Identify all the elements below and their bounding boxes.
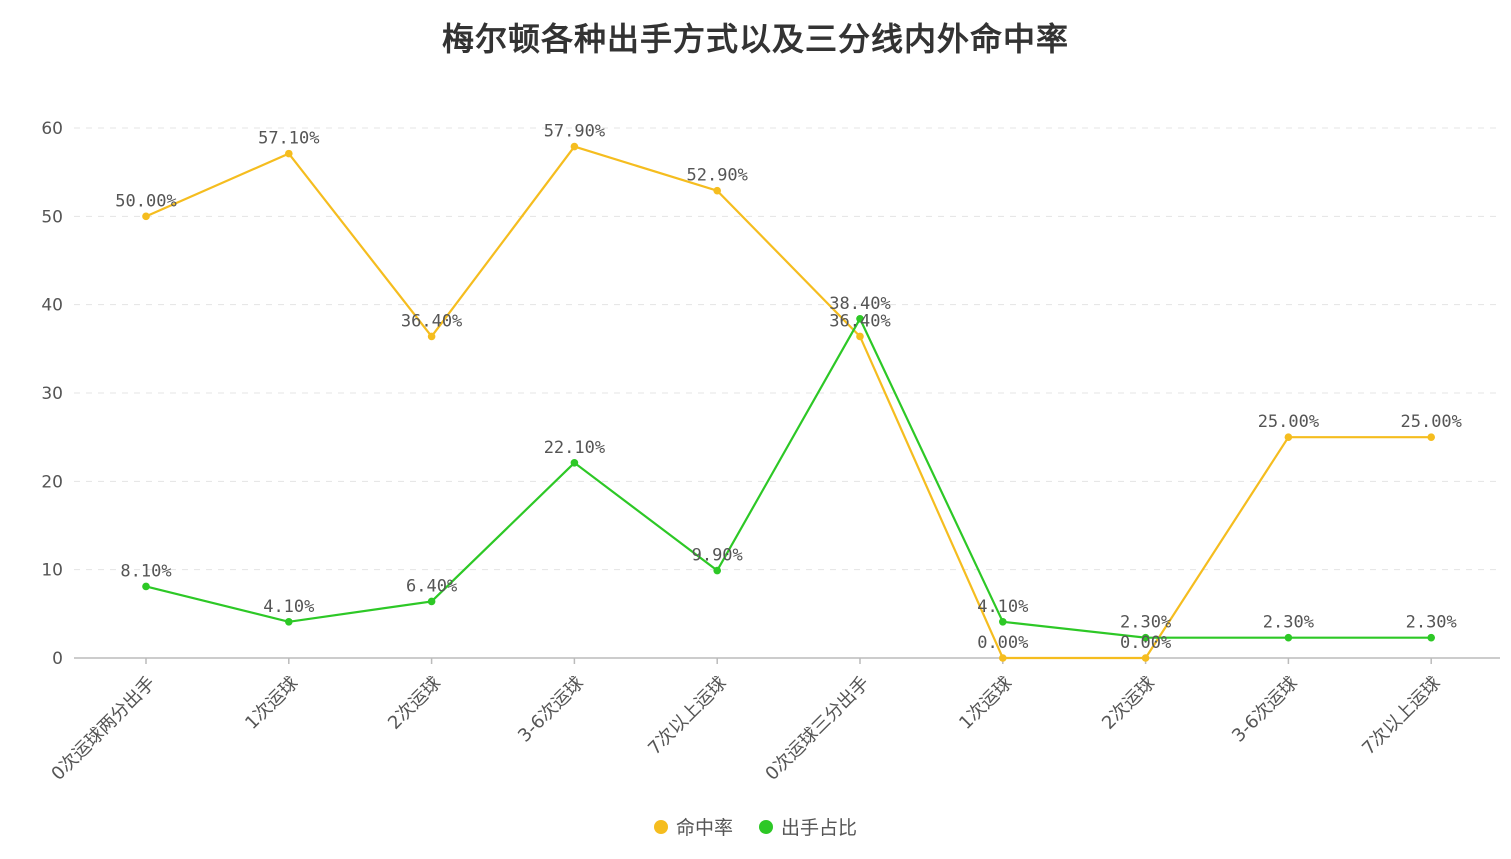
data-point-1 xyxy=(856,315,864,323)
data-point-0 xyxy=(427,332,436,341)
data-point-0 xyxy=(285,149,293,158)
x-category-label: 0次运球两分出手 xyxy=(47,673,159,785)
data-label-1: 2.30% xyxy=(1263,613,1314,633)
data-label-0: 36.40% xyxy=(401,311,462,331)
y-tick-label: 0 xyxy=(52,649,63,669)
data-point-0 xyxy=(713,186,721,195)
data-label-0: 25.00% xyxy=(1400,412,1461,432)
x-category-label: 0次运球三分出手 xyxy=(761,673,873,785)
y-tick-label: 30 xyxy=(41,384,63,404)
data-point-1 xyxy=(142,582,150,591)
y-tick-label: 20 xyxy=(41,472,63,492)
chart-title: 梅尔顿各种出手方式以及三分线内外命中率 xyxy=(441,20,1069,58)
data-label-0: 52.90% xyxy=(686,166,747,186)
data-point-0 xyxy=(570,142,579,151)
legend-swatch-hit-rate xyxy=(653,819,668,834)
data-label-0: 36.40% xyxy=(829,311,890,331)
data-point-1 xyxy=(1427,633,1435,642)
data-label-1: 2.30% xyxy=(1406,613,1457,633)
data-point-0 xyxy=(1284,433,1293,441)
data-label-0: 50.00% xyxy=(115,191,176,211)
data-point-0 xyxy=(856,332,864,341)
data-point-1 xyxy=(1141,633,1150,642)
legend-item-shot-share[interactable]: 出手占比 xyxy=(759,813,857,840)
y-tick-label: 50 xyxy=(41,207,63,227)
data-point-1 xyxy=(1284,633,1293,642)
data-point-1 xyxy=(999,617,1007,626)
data-label-1: 4.10% xyxy=(977,597,1028,617)
legend: 命中率 出手占比 xyxy=(0,813,1511,840)
data-label-1: 2.30% xyxy=(1120,613,1171,633)
data-label-1: 4.10% xyxy=(263,597,314,617)
data-label-1: 22.10% xyxy=(544,438,605,458)
x-category-label: 3-6次运球 xyxy=(1228,673,1302,747)
x-category-label: 2次运球 xyxy=(1098,673,1159,734)
data-point-0 xyxy=(142,212,150,221)
legend-label-shot-share: 出手占比 xyxy=(781,817,858,839)
y-tick-label: 10 xyxy=(41,561,63,581)
data-point-1 xyxy=(285,617,293,626)
x-category-label: 7次以上运球 xyxy=(1358,673,1445,760)
legend-item-hit-rate[interactable]: 命中率 xyxy=(653,813,733,840)
x-category-label: 1次运球 xyxy=(241,673,302,734)
x-category-label: 2次运球 xyxy=(384,673,445,734)
x-category-label: 7次以上运球 xyxy=(644,673,731,760)
data-label-0: 57.90% xyxy=(544,122,605,142)
data-label-0: 0.00% xyxy=(1120,633,1171,653)
data-label-0: 57.10% xyxy=(258,129,319,149)
y-tick-label: 60 xyxy=(41,119,63,139)
data-label-1: 9.90% xyxy=(692,546,743,566)
series-line-0 xyxy=(145,145,1432,660)
data-label-0: 25.00% xyxy=(1258,412,1319,432)
series-line-1 xyxy=(145,316,1432,639)
data-label-1: 38.40% xyxy=(829,294,890,314)
data-label-1: 8.10% xyxy=(120,561,171,581)
data-point-1 xyxy=(427,597,436,606)
legend-label-hit-rate: 命中率 xyxy=(675,817,733,839)
data-point-0 xyxy=(999,654,1007,662)
data-label-1: 6.40% xyxy=(406,576,457,596)
x-category-label: 3-6次运球 xyxy=(514,673,588,747)
y-tick-label: 40 xyxy=(41,296,63,316)
legend-swatch-shot-share xyxy=(759,819,773,834)
data-point-0 xyxy=(1141,654,1150,662)
x-category-label: 1次运球 xyxy=(955,673,1016,734)
data-point-1 xyxy=(570,458,579,467)
data-point-0 xyxy=(1427,433,1435,441)
data-point-1 xyxy=(713,566,721,575)
data-label-0: 0.00% xyxy=(977,633,1028,653)
